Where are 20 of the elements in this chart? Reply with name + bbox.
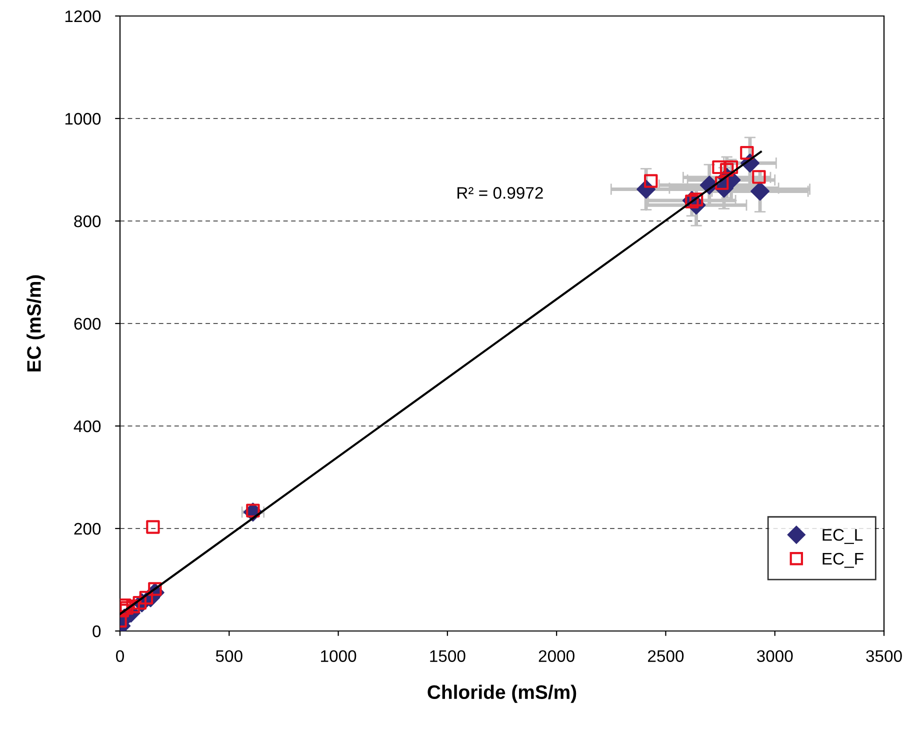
y-tick-label: 200 <box>74 522 101 535</box>
y-axis-title: EC (mS/m) <box>26 275 45 372</box>
y-tick-label: 1200 <box>65 10 101 22</box>
y-tick-label: 1000 <box>65 112 101 125</box>
x-tick-label: 500 <box>216 650 242 662</box>
y-tick-label: 800 <box>74 215 101 228</box>
y-tick-label: 0 <box>92 625 101 638</box>
x-tick-label: 1000 <box>321 650 356 662</box>
legend-label: EC_F <box>822 552 864 568</box>
annotation: R² = 0.9972 <box>458 187 543 199</box>
y-tick-label: 400 <box>74 420 101 432</box>
x-tick-label: 3500 <box>866 650 902 662</box>
x-tick-label: 2000 <box>538 650 574 662</box>
x-tick-label: 3000 <box>756 650 793 662</box>
x-tick-label: 0 <box>116 650 124 662</box>
y-tick-label: 600 <box>74 318 101 330</box>
legend-label: EC_L <box>822 528 863 544</box>
x-axis-title: Chloride (mS/m) <box>428 684 576 703</box>
x-tick-label: 1500 <box>430 650 466 662</box>
x-tick-label: 2500 <box>648 650 684 662</box>
